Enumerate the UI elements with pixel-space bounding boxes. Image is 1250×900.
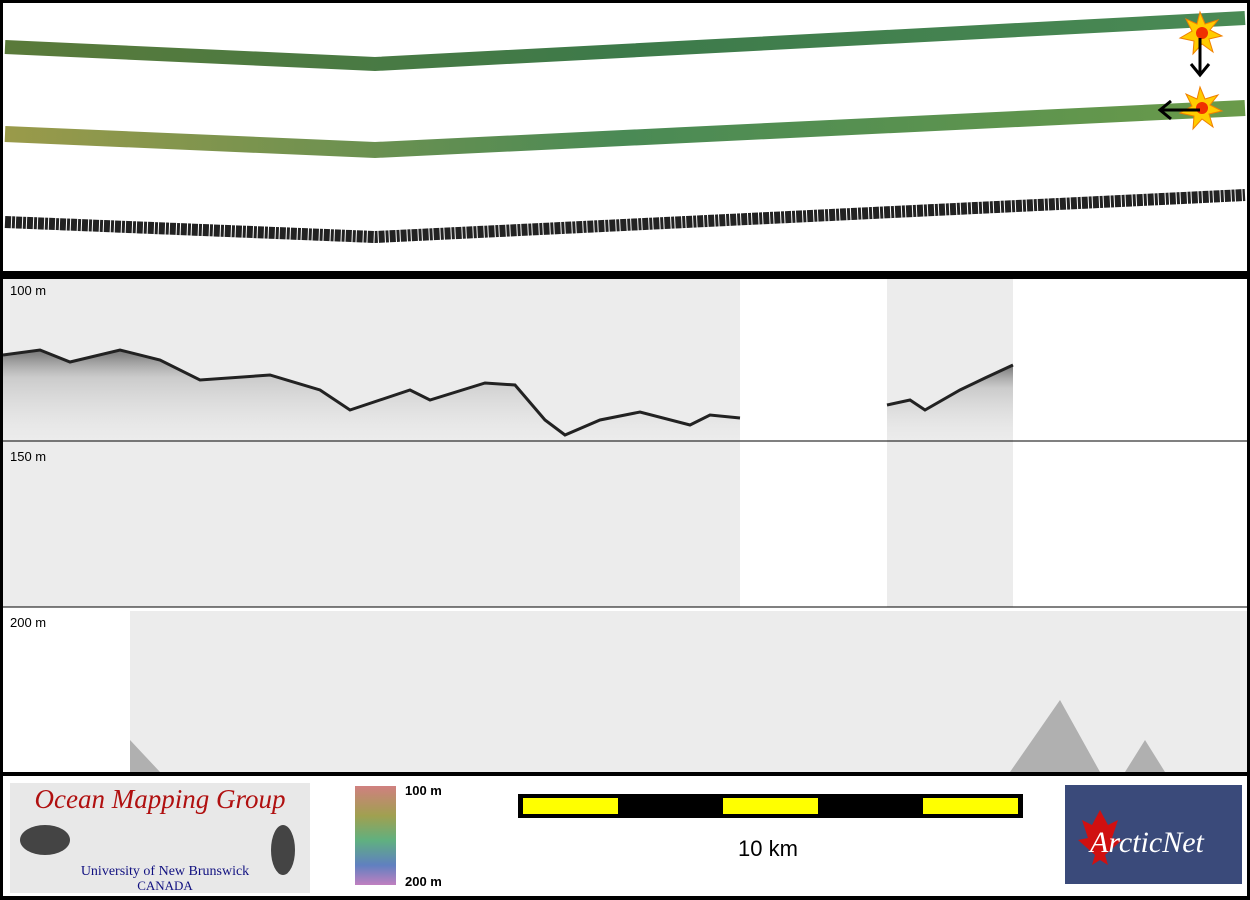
swath [4, 11, 1246, 72]
seabed [130, 700, 1165, 772]
logo-art [20, 825, 70, 855]
marker [1196, 102, 1208, 114]
scale-segment [723, 798, 818, 814]
seabed-line [2, 348, 741, 437]
color-scale-label: 200 m [405, 874, 442, 889]
swath [4, 189, 1246, 244]
depth-label: 200 m [10, 615, 46, 630]
swath [4, 100, 1246, 159]
color-scale [355, 786, 396, 885]
logo-country: CANADA [137, 878, 193, 893]
marker [1196, 27, 1208, 39]
arrow [1157, 99, 1172, 121]
sonar-data [887, 279, 1013, 607]
scale-label: 10 km [738, 836, 798, 861]
seabed-line [886, 363, 1014, 412]
logo-art [271, 825, 295, 875]
color-scale-label: 100 m [405, 783, 442, 798]
depth-label: 150 m [10, 449, 46, 464]
sonar-data [3, 279, 740, 607]
logo-subtitle: University of New Brunswick [81, 864, 249, 879]
seabed [3, 350, 740, 441]
scale-segment [923, 798, 1018, 814]
maple-leaf [1078, 810, 1122, 865]
arrow [1189, 63, 1211, 78]
scale-segment [523, 798, 618, 814]
logo-title: Ocean Mapping Group [35, 784, 286, 814]
depth-label: 100 m [10, 283, 46, 298]
partner-name: ArcticNet [1088, 826, 1205, 859]
seabed [887, 365, 1013, 441]
